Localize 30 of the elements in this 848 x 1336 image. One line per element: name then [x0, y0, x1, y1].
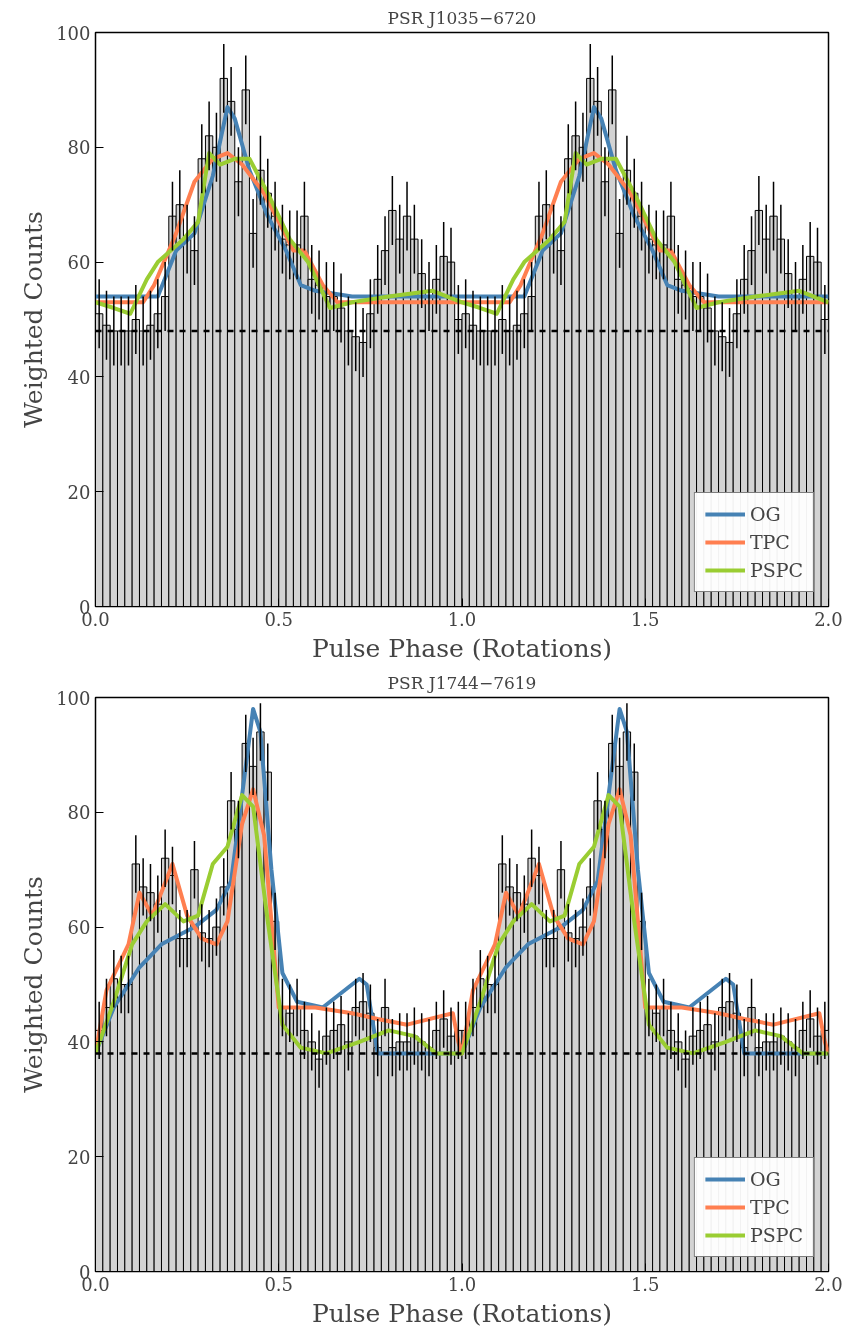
x-tick-label: 1.0 — [447, 608, 477, 630]
x-tick-label: 1.0 — [447, 1273, 477, 1295]
y-tick-label: 80 — [67, 802, 91, 824]
legend-label: PSPC — [749, 559, 803, 581]
y-axis-title: Weighted Counts — [19, 876, 49, 1093]
y-tick-label: 20 — [67, 481, 91, 503]
y-tick-label: 100 — [56, 22, 91, 44]
y-tick-label: 20 — [67, 1146, 91, 1168]
legend-label: PSPC — [749, 1224, 803, 1246]
x-tick-label: 1.5 — [630, 608, 660, 630]
legend-label: TPC — [749, 1196, 790, 1218]
y-tick-label: 40 — [67, 366, 91, 388]
x-tick-label: 2.0 — [814, 608, 843, 630]
x-tick-label: 2.0 — [814, 1273, 843, 1295]
chart-title: PSR J1035−6720 — [387, 7, 537, 28]
chart-title: PSR J1744−7619 — [387, 672, 537, 693]
legend-label: OG — [749, 503, 781, 525]
x-tick-label: 0.5 — [264, 1273, 294, 1295]
legend-label: TPC — [749, 531, 790, 553]
legend-label: OG — [749, 1168, 781, 1190]
y-tick-label: 100 — [56, 687, 91, 709]
y-tick-label: 40 — [67, 1031, 91, 1053]
x-axis-title: Pulse Phase (Rotations) — [311, 633, 613, 663]
y-tick-label: 60 — [67, 917, 91, 939]
y-axis-title: Weighted Counts — [19, 211, 49, 428]
y-tick-label: 80 — [67, 137, 91, 159]
y-tick-label: 60 — [67, 252, 91, 274]
x-tick-label: 0.5 — [264, 608, 294, 630]
x-axis-title: Pulse Phase (Rotations) — [311, 1298, 613, 1328]
x-tick-label: 1.5 — [630, 1273, 660, 1295]
